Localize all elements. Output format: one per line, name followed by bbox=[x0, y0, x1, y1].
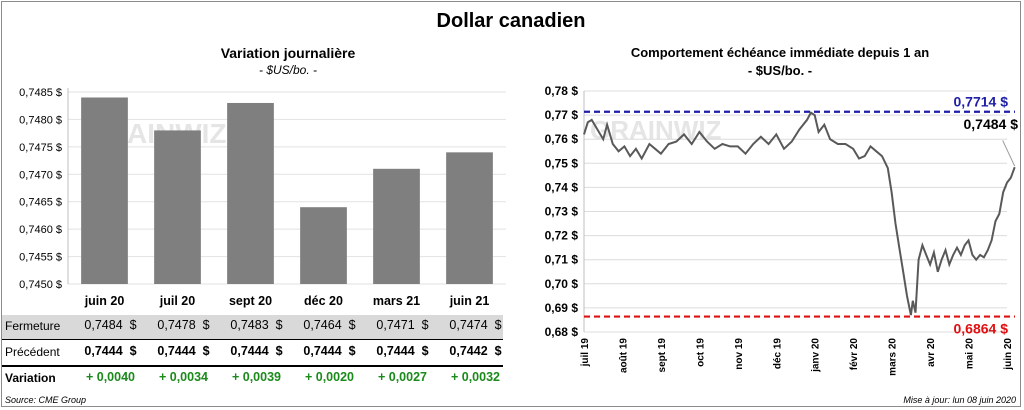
table-cell: 0,7442 $ bbox=[449, 344, 502, 358]
left-ytick-label: 0,7480 $ bbox=[19, 114, 62, 126]
right-xtick-label: oct 19 bbox=[695, 338, 706, 367]
table-cell: 0,7474 $ bbox=[449, 318, 502, 332]
bar-3 bbox=[300, 207, 347, 284]
table-cell: 0,7444 $ bbox=[230, 344, 283, 358]
right-ytick-label: 0,73 $ bbox=[545, 205, 579, 219]
table-cell: 0,7444 $ bbox=[303, 344, 356, 358]
right-ytick-label: 0,78 $ bbox=[545, 84, 579, 98]
bar-0 bbox=[81, 97, 128, 284]
right-watermark: GRAINWIZ bbox=[590, 115, 722, 145]
table-cell: 0,7464 $ bbox=[303, 318, 356, 332]
right-ytick-label: 0,71 $ bbox=[545, 253, 579, 267]
right-ytick-label: 0,76 $ bbox=[545, 132, 579, 146]
right-xtick-label: juil 19 bbox=[580, 338, 591, 368]
table-cell: 0,7478 $ bbox=[157, 318, 210, 332]
left-xtick-label: juin 21 bbox=[449, 294, 490, 308]
source-note: Source: CME Group bbox=[5, 395, 87, 405]
right-xtick-label: nov 19 bbox=[734, 338, 745, 370]
table-cell: 0,7444 $ bbox=[84, 344, 137, 358]
left-xtick-label: déc 20 bbox=[304, 294, 343, 308]
right-xtick-label: avr 20 bbox=[926, 338, 937, 367]
table-cell: + 0,0027 bbox=[377, 370, 427, 384]
table-cell: 0,7444 $ bbox=[376, 344, 429, 358]
left-ytick-label: 0,7470 $ bbox=[19, 169, 62, 181]
left-ytick-label: 0,7450 $ bbox=[19, 279, 62, 291]
last-value-leader bbox=[1002, 140, 1016, 167]
left-ytick-label: 0,7465 $ bbox=[19, 197, 62, 209]
left-chart-title: Variation journalière bbox=[220, 45, 356, 61]
left-ytick-label: 0,7460 $ bbox=[19, 224, 62, 236]
table-cell: + 0,0040 bbox=[85, 370, 135, 384]
right-ytick-label: 0,70 $ bbox=[545, 277, 579, 291]
left-xtick-label: juin 20 bbox=[84, 294, 125, 308]
left-ytick-label: 0,7475 $ bbox=[19, 142, 62, 154]
table-divider-1 bbox=[2, 339, 503, 340]
left-xtick-label: sept 20 bbox=[229, 294, 272, 308]
table-row-fermeture-bg bbox=[2, 315, 503, 339]
bar-5 bbox=[446, 152, 493, 284]
right-xtick-label: juin 20 bbox=[1003, 338, 1014, 371]
right-xtick-label: mai 20 bbox=[965, 338, 976, 370]
left-bar-chart: GRAINWIZ 0,7450 $0,7455 $0,7460 $0,7465 … bbox=[19, 87, 506, 308]
right-ytick-label: 0,68 $ bbox=[545, 325, 579, 339]
left-xtick-label: mars 21 bbox=[373, 294, 420, 308]
right-xtick-label: août 19 bbox=[618, 338, 629, 373]
table-cell: 0,7471 $ bbox=[376, 318, 429, 332]
table-divider-2 bbox=[2, 365, 503, 367]
bar-2 bbox=[227, 102, 274, 284]
right-chart-title: Comportement échéance immédiate depuis 1… bbox=[630, 45, 930, 60]
left-chart-subtitle: - $US/bo. - bbox=[258, 63, 318, 77]
left-ytick-label: 0,7455 $ bbox=[19, 252, 62, 264]
table-cell: + 0,0039 bbox=[231, 370, 281, 384]
table-cell: + 0,0034 bbox=[158, 370, 208, 384]
update-note: Mise à jour: lun 08 juin 2020 bbox=[903, 395, 1016, 405]
right-xtick-label: mars 20 bbox=[888, 338, 899, 376]
right-ytick-label: 0,75 $ bbox=[545, 156, 579, 170]
bar-1 bbox=[154, 130, 201, 284]
right-ytick-label: 0,72 $ bbox=[545, 229, 579, 243]
table-cell: 0,7483 $ bbox=[230, 318, 283, 332]
left-xtick-label: juil 20 bbox=[159, 294, 195, 308]
left-ytick-label: 0,7485 $ bbox=[19, 87, 62, 99]
resistance-label: 0,7714 $ bbox=[954, 94, 1009, 110]
right-xtick-label: févr 20 bbox=[849, 338, 860, 371]
table-row-label: Variation bbox=[5, 371, 56, 385]
right-ytick-label: 0,77 $ bbox=[545, 108, 579, 122]
table-cell: 0,7484 $ bbox=[84, 318, 137, 332]
right-ytick-label: 0,69 $ bbox=[545, 301, 579, 315]
price-series-line bbox=[583, 111, 1016, 316]
table-row-label: Précédent bbox=[5, 345, 60, 359]
right-xtick-label: déc 19 bbox=[772, 338, 783, 370]
page-title: Dollar canadien bbox=[436, 10, 586, 32]
right-xtick-label: janv 20 bbox=[811, 338, 822, 373]
table-cell: + 0,0032 bbox=[450, 370, 500, 384]
table-cell: 0,7444 $ bbox=[157, 344, 210, 358]
table-row-label: Fermeture bbox=[5, 319, 61, 333]
right-chart-subtitle: - $US/bo. - bbox=[747, 63, 813, 78]
right-ytick-label: 0,74 $ bbox=[545, 180, 579, 194]
right-xtick-label: sept 19 bbox=[657, 338, 668, 373]
last-value-label: 0,7484 $ bbox=[964, 116, 1019, 132]
table-cell: + 0,0020 bbox=[304, 370, 354, 384]
right-line-chart: GRAINWIZ 0,68 $ 0,69 $ 0,70 $ 0,71 $ 0,72 $ 0… bbox=[545, 84, 1019, 376]
bar-4 bbox=[373, 168, 420, 284]
support-label: 0,6864 $ bbox=[954, 321, 1009, 337]
